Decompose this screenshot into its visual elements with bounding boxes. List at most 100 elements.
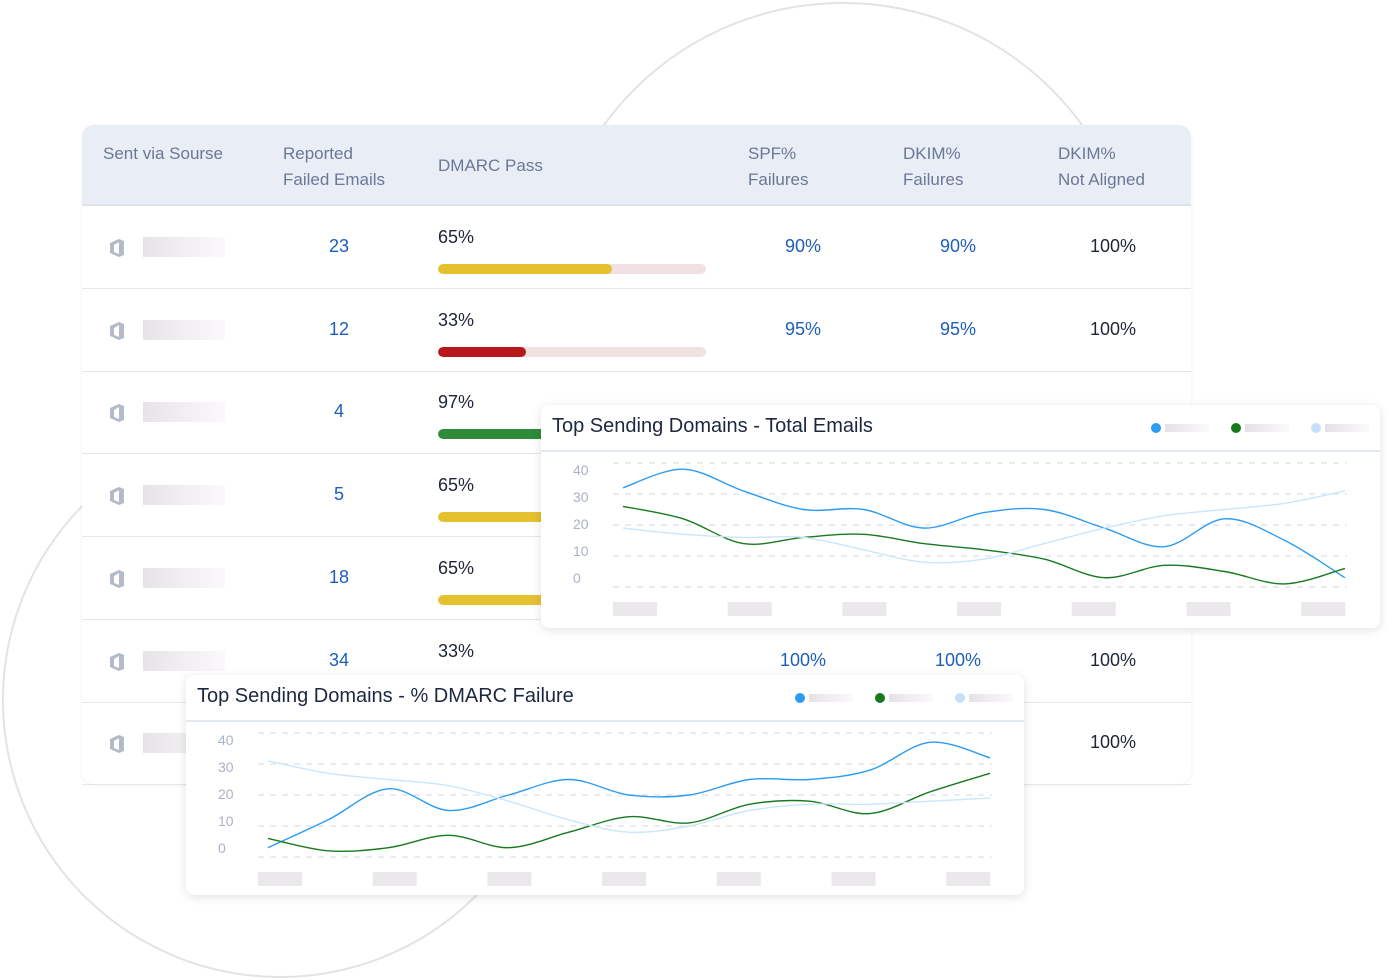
legend-dot-icon bbox=[795, 693, 805, 703]
header-text: DKIM% bbox=[903, 144, 961, 163]
legend-item[interactable] bbox=[1231, 423, 1289, 433]
spf-failures: 100% bbox=[779, 649, 827, 670]
header-dmarc: DMARC Pass bbox=[438, 153, 543, 179]
header-text: SPF% bbox=[748, 144, 797, 163]
x-tick-placeholder bbox=[946, 872, 991, 886]
y-tick-label: 0 bbox=[573, 570, 581, 586]
office-icon bbox=[110, 569, 124, 588]
chart-legend bbox=[1151, 423, 1369, 433]
legend-item[interactable] bbox=[955, 693, 1013, 703]
table-header: Sent via Sourse Reported Failed Emails DM… bbox=[82, 125, 1191, 206]
x-tick-placeholder bbox=[487, 872, 532, 886]
y-tick-label: 40 bbox=[573, 462, 589, 478]
dmarc-percent: 33% bbox=[438, 640, 475, 661]
source-name-placeholder bbox=[143, 402, 225, 423]
legend-item[interactable] bbox=[1311, 423, 1369, 433]
legend-dot-icon bbox=[1231, 423, 1241, 433]
y-tick-label: 30 bbox=[218, 759, 234, 775]
dkim-not-aligned: 100% bbox=[1089, 732, 1137, 753]
legend-dot-icon bbox=[875, 693, 885, 703]
dmarc-progress-fill bbox=[438, 264, 613, 274]
dmarc-percent: 65% bbox=[438, 227, 475, 247]
dkim-not-aligned: 100% bbox=[1089, 236, 1137, 256]
series-line-2 bbox=[622, 505, 1346, 585]
chart-title: Top Sending Domains - Total Emails bbox=[552, 415, 873, 437]
source-name-placeholder bbox=[143, 485, 225, 506]
header-text: DMARC Pass bbox=[438, 156, 543, 175]
reported-count: 5 bbox=[333, 484, 344, 505]
x-tick-placeholder bbox=[258, 872, 302, 886]
series-line-3 bbox=[622, 490, 1346, 564]
y-tick-label: 10 bbox=[218, 813, 234, 829]
reported-count: 23 bbox=[328, 236, 350, 256]
dkim-failures: 90% bbox=[939, 236, 977, 256]
legend-label-placeholder bbox=[1325, 424, 1369, 432]
dmarc-percent: 65% bbox=[438, 475, 475, 496]
reported-count: 4 bbox=[333, 401, 344, 422]
x-tick-placeholder bbox=[831, 872, 876, 886]
legend-dot-icon bbox=[955, 693, 965, 703]
y-tick-label: 20 bbox=[218, 786, 234, 802]
source-name-placeholder bbox=[143, 237, 225, 257]
header-not-aligned: DKIM% Not Aligned bbox=[1058, 141, 1145, 193]
x-tick-placeholder bbox=[842, 602, 887, 616]
dmarc-percent: 97% bbox=[438, 392, 475, 413]
table-row[interactable]: 23 65% 90% 90% 100% bbox=[82, 206, 1191, 289]
office-icon bbox=[110, 321, 124, 340]
header-text: Failures bbox=[748, 170, 809, 189]
chart-legend bbox=[795, 693, 1013, 703]
legend-item[interactable] bbox=[795, 693, 853, 703]
header-text: Failed Emails bbox=[283, 170, 386, 189]
dmarc-progress-bar bbox=[438, 346, 706, 357]
header-text: Not Aligned bbox=[1058, 170, 1145, 189]
header-text: DKIM% bbox=[1058, 144, 1116, 163]
legend-item[interactable] bbox=[875, 693, 933, 703]
dmarc-progress-bar bbox=[438, 264, 706, 274]
dmarc-percent: 33% bbox=[438, 309, 475, 330]
header-text: Sent via Sourse bbox=[103, 144, 224, 163]
header-source: Sent via Sourse bbox=[103, 141, 223, 167]
legend-dot-icon bbox=[1151, 423, 1161, 433]
reported-count: 12 bbox=[328, 318, 350, 339]
dmarc-progress-fill bbox=[438, 512, 613, 523]
x-tick-placeholder bbox=[716, 872, 761, 886]
x-tick-placeholder bbox=[372, 872, 417, 886]
dkim-failures: 95% bbox=[939, 318, 977, 339]
dmarc-percent: 65% bbox=[438, 557, 475, 578]
chart-title: Top Sending Domains - % DMARC Failure bbox=[197, 685, 574, 707]
dmarc-progress-fill bbox=[438, 346, 527, 357]
x-tick-placeholder bbox=[602, 872, 647, 886]
dkim-failures: 100% bbox=[934, 649, 982, 670]
header-reported: Reported Failed Emails bbox=[283, 141, 385, 193]
dkim-not-aligned: 100% bbox=[1089, 318, 1137, 339]
x-tick-placeholder bbox=[727, 602, 772, 616]
header-text: Failures bbox=[903, 170, 964, 189]
legend-label-placeholder bbox=[809, 694, 853, 702]
series-line-1 bbox=[267, 741, 991, 849]
x-tick-placeholder bbox=[613, 602, 657, 616]
y-tick-label: 0 bbox=[218, 840, 226, 856]
x-tick-placeholder bbox=[957, 602, 1002, 616]
chart-plot: 40 30 20 10 0 bbox=[218, 732, 992, 886]
source-name-placeholder bbox=[143, 567, 225, 588]
x-tick-placeholder bbox=[1071, 602, 1116, 616]
y-tick-label: 20 bbox=[573, 516, 589, 532]
header-dkim: DKIM% Failures bbox=[903, 141, 963, 193]
series-line-3 bbox=[267, 760, 991, 834]
dmarc-progress-fill bbox=[438, 594, 613, 605]
chart-total-emails: Top Sending Domains - Total Emails 40 30 2… bbox=[541, 405, 1380, 628]
y-tick-label: 40 bbox=[218, 732, 234, 748]
chart-header bbox=[186, 675, 1024, 722]
legend-dot-icon bbox=[1311, 423, 1321, 433]
header-text: Reported bbox=[283, 144, 353, 163]
reported-count: 18 bbox=[328, 566, 350, 587]
office-icon bbox=[110, 735, 124, 754]
series-line-1 bbox=[622, 468, 1346, 579]
legend-label-placeholder bbox=[1245, 424, 1289, 432]
legend-item[interactable] bbox=[1151, 423, 1209, 433]
header-spf: SPF% Failures bbox=[748, 141, 808, 193]
table-row[interactable]: 12 33% 95% 95% 100% bbox=[82, 289, 1191, 372]
spf-failures: 90% bbox=[784, 236, 822, 256]
chart-dmarc-failure: Top Sending Domains - % DMARC Failure 40… bbox=[186, 675, 1024, 895]
office-icon bbox=[110, 404, 124, 423]
